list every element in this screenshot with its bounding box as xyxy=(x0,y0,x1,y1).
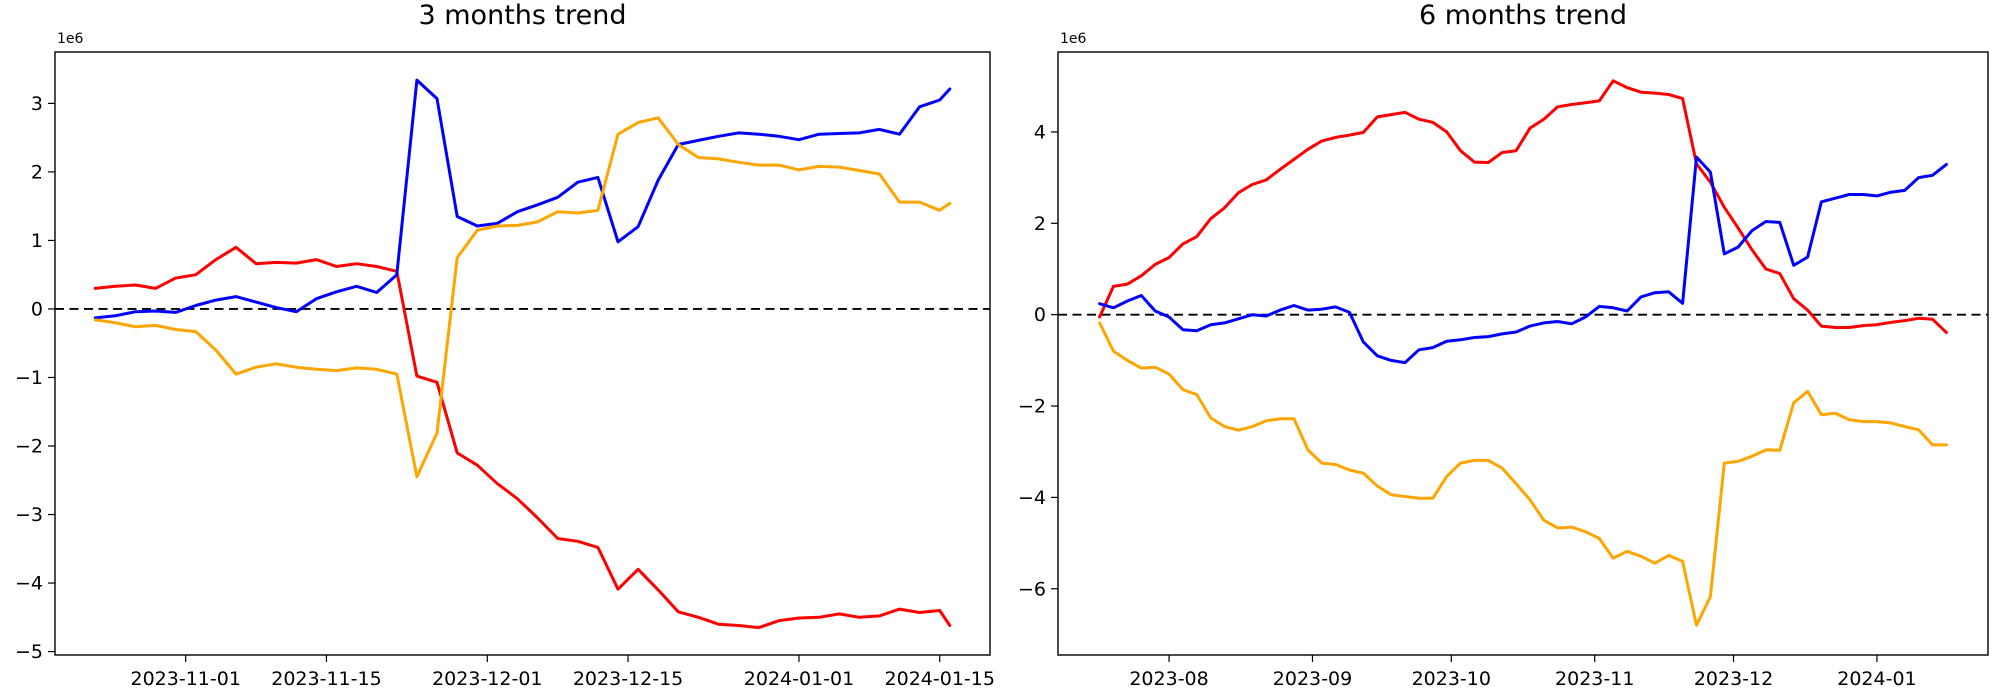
y-tick-label: 3 xyxy=(31,93,43,115)
y-tick-label: 0 xyxy=(31,298,43,320)
y-tick-label: 2 xyxy=(31,161,43,183)
axes-spines xyxy=(1057,51,1989,656)
x-tick-label: 2024-01 xyxy=(1837,668,1916,690)
chart-title-6-months: 6 months trend xyxy=(1419,0,1627,31)
axes-spines xyxy=(54,51,991,656)
x-tick-label: 2023-10 xyxy=(1412,668,1491,690)
x-tick-label: 2023-11-15 xyxy=(271,668,381,690)
x-tick-label: 2024-01-15 xyxy=(885,668,995,690)
series-blue-line xyxy=(1098,155,1948,365)
x-tick-label: 2023-11 xyxy=(1555,668,1634,690)
y-axis-offset-label: 1e6 xyxy=(57,31,84,47)
y-tick-label: −1 xyxy=(15,367,43,389)
y-tick-label: −2 xyxy=(15,436,43,458)
y-tick-label: 4 xyxy=(1034,121,1046,143)
x-tick-label: 2024-01-01 xyxy=(744,668,854,690)
y-tick-label: −6 xyxy=(1018,578,1046,600)
series-red-line xyxy=(93,245,952,630)
x-tick-label: 2023-08 xyxy=(1129,668,1208,690)
x-tick-label: 2023-12-15 xyxy=(573,668,683,690)
y-tick-label: 0 xyxy=(1034,304,1046,326)
y-tick-label: −4 xyxy=(1018,487,1046,509)
chart-title-3-months: 3 months trend xyxy=(418,0,627,31)
y-tick-label: 2 xyxy=(1034,213,1046,235)
chart-6-months-trend: −6 −4 −2 0 2 4 2023-08 2023-09 2023-10 2023-11 202… xyxy=(1018,31,1989,690)
y-tick-label: 1 xyxy=(31,230,43,252)
y-tick-label: −4 xyxy=(15,573,43,595)
y-tick-label: −3 xyxy=(15,504,43,526)
y-tick-label: −5 xyxy=(15,641,43,663)
chart-3-months-trend: −5 −4 −3 −2 −1 0 1 2 3 2023-11-01 2023-11-15 2023-1… xyxy=(15,31,995,690)
series-orange-line xyxy=(93,116,952,479)
x-tick-label: 2023-11-01 xyxy=(130,668,240,690)
series-blue-line xyxy=(93,78,952,320)
x-tick-label: 2023-12-01 xyxy=(432,668,542,690)
y-axis-offset-label: 1e6 xyxy=(1060,31,1087,47)
series-orange-line xyxy=(1098,321,1948,627)
x-tick-label: 2023-09 xyxy=(1273,668,1352,690)
x-tick-label: 2023-12 xyxy=(1694,668,1773,690)
series-red-line xyxy=(1098,79,1948,334)
y-tick-label: −2 xyxy=(1018,396,1046,418)
